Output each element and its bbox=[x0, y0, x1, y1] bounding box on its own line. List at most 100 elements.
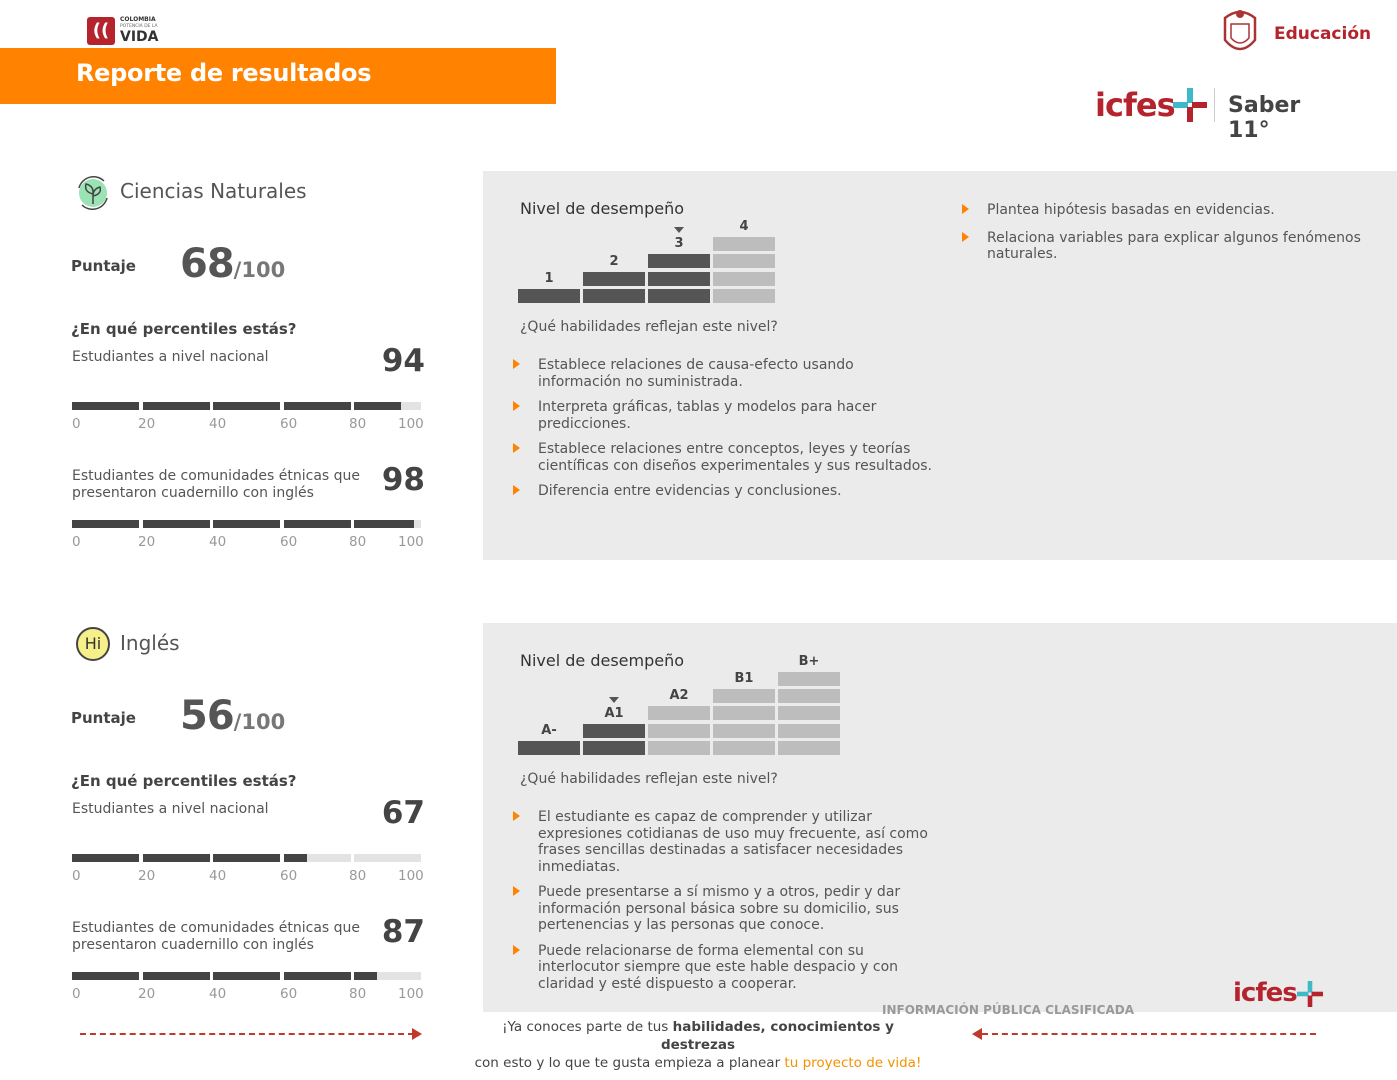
subject-section: Hi Inglés Puntaje 56/100 ¿En qué percenti… bbox=[0, 617, 1397, 1017]
report-banner: Reporte de resultados bbox=[0, 48, 556, 104]
bullet-triangle-icon bbox=[513, 811, 520, 821]
percentile-bar-fill bbox=[142, 402, 210, 410]
percentile-bar-fill bbox=[354, 972, 378, 980]
skills-list: Establece relaciones de causa-efecto usa… bbox=[511, 357, 941, 509]
level-block bbox=[778, 741, 840, 755]
percentile-bar-fill bbox=[142, 854, 210, 862]
percentile-bar-fill bbox=[213, 854, 280, 862]
percentile-bar-segment bbox=[72, 520, 139, 528]
axis-tick-label: 80 bbox=[349, 986, 367, 1002]
percentile-bar-segment bbox=[283, 402, 351, 410]
percentile-label: Estudiantes de comunidades étnicas que p… bbox=[72, 920, 361, 953]
axis-tick-label: 60 bbox=[280, 534, 298, 550]
level-block bbox=[648, 706, 710, 721]
icfes-saber-logo: icfes Saber 11° bbox=[1095, 86, 1345, 143]
footer-text-highlight: tu proyecto de vida! bbox=[784, 1055, 922, 1071]
axis-tick-label: 0 bbox=[72, 534, 81, 550]
level-label: 2 bbox=[609, 253, 619, 269]
axis-tick-label: 0 bbox=[72, 986, 81, 1002]
level-staircase: 1 2 3 4 bbox=[518, 215, 858, 305]
current-level-marker-icon bbox=[609, 696, 619, 703]
percentile-bar-fill bbox=[283, 854, 307, 862]
level-title: Nivel de desempeño bbox=[520, 651, 685, 670]
percentile-bar-segment bbox=[142, 520, 210, 528]
percentile-bar-segment bbox=[283, 972, 351, 980]
level-block bbox=[648, 741, 710, 755]
plant-cycle-icon bbox=[78, 176, 108, 210]
percentile-bar-fill bbox=[283, 402, 351, 410]
icfes-wordmark: icfes bbox=[1233, 978, 1298, 1008]
percentile-bar-fill bbox=[72, 402, 139, 410]
bullet-triangle-icon bbox=[513, 886, 520, 896]
level-block bbox=[518, 289, 580, 303]
axis-tick-label: 100 bbox=[398, 986, 424, 1002]
percentile-bar-fill bbox=[142, 520, 210, 528]
percentile-bar-segment bbox=[354, 972, 421, 980]
percentile-label: Estudiantes a nivel nacional bbox=[72, 801, 269, 817]
percentile-bar-segment bbox=[213, 402, 280, 410]
skill-text: Puede relacionarse de forma elemental co… bbox=[538, 942, 899, 992]
level-title: Nivel de desempeño bbox=[520, 199, 685, 218]
percentile-bar-segment bbox=[142, 972, 210, 980]
level-block bbox=[713, 706, 775, 721]
percentile-bar-fill bbox=[72, 972, 139, 980]
level-block bbox=[648, 723, 710, 738]
page-title: Reporte de resultados bbox=[76, 59, 372, 87]
percentile-bar-fill bbox=[283, 972, 351, 980]
level-label: 1 bbox=[544, 271, 554, 286]
percentile-bar-segment bbox=[213, 854, 280, 862]
skills-question: ¿Qué habilidades reflejan este nivel? bbox=[520, 771, 778, 787]
ministry-name: Educación bbox=[1274, 24, 1372, 44]
axis-tick-label: 100 bbox=[398, 416, 424, 432]
level-block bbox=[713, 689, 775, 704]
axis-tick-label: 60 bbox=[280, 986, 298, 1002]
level-staircase: A- A1 A2 B1 B+ bbox=[518, 654, 858, 757]
percentile-value: 87 bbox=[381, 914, 425, 950]
level-block bbox=[778, 723, 840, 738]
score-number: 56 bbox=[180, 693, 235, 739]
right-dashed-arrow bbox=[972, 1028, 1316, 1040]
percentile-axis: 0 20 40 60 80 100 bbox=[72, 986, 424, 1002]
percentile-bar-fill bbox=[283, 520, 351, 528]
percentile-bar-segment bbox=[72, 854, 139, 862]
level-label: 3 bbox=[674, 236, 684, 252]
skill-item: Puede relacionarse de forma elemental co… bbox=[511, 943, 941, 993]
percentile-bar-segment bbox=[283, 854, 351, 862]
percentile-bar-segment bbox=[213, 520, 280, 528]
percentile-bar-fill bbox=[354, 402, 401, 410]
current-level-marker-icon bbox=[674, 227, 684, 234]
bullet-triangle-icon bbox=[513, 944, 520, 955]
level-label: A1 bbox=[604, 705, 624, 721]
bullet-triangle-icon bbox=[513, 485, 520, 495]
percentile-value: 98 bbox=[381, 462, 425, 498]
percentile-axis: 0 20 40 60 80 100 bbox=[72, 868, 424, 884]
level-label: B1 bbox=[734, 671, 754, 687]
axis-tick-label: 100 bbox=[398, 534, 424, 550]
footer-icfes-logo: icfes bbox=[1233, 978, 1323, 1008]
performance-panel bbox=[483, 171, 1397, 560]
axis-tick-label: 20 bbox=[138, 534, 156, 550]
level-label: B+ bbox=[798, 653, 820, 669]
axis-tick-label: 20 bbox=[138, 986, 156, 1002]
ministry-logo: Educación bbox=[1215, 6, 1375, 62]
level-block bbox=[583, 741, 645, 755]
level-block bbox=[713, 723, 775, 738]
skill-text: Plantea hipótesis basadas en evidencias. bbox=[987, 202, 1275, 218]
level-block bbox=[648, 289, 710, 303]
percentile-label: Estudiantes de comunidades étnicas que p… bbox=[72, 468, 361, 501]
axis-tick-label: 20 bbox=[138, 416, 156, 432]
skill-item: Establece relaciones de causa-efecto usa… bbox=[511, 357, 941, 390]
bullet-triangle-icon bbox=[513, 401, 520, 411]
score-label: Puntaje bbox=[71, 709, 136, 727]
percentile-bar bbox=[72, 520, 422, 528]
level-block bbox=[713, 741, 775, 755]
classification-label: INFORMACIÓN PÚBLICA CLASIFICADA bbox=[882, 1003, 1134, 1017]
axis-tick-label: 20 bbox=[138, 868, 156, 884]
brand-line: VIDA bbox=[120, 29, 159, 45]
skill-item: Relaciona variables para explicar alguno… bbox=[960, 230, 1380, 263]
exam-name: Saber 11° bbox=[1228, 93, 1301, 143]
bullet-triangle-icon bbox=[962, 231, 969, 242]
skill-text: El estudiante es capaz de comprender y u… bbox=[538, 809, 928, 875]
percentile-value: 67 bbox=[381, 795, 425, 831]
percentile-bar-segment bbox=[354, 520, 421, 528]
